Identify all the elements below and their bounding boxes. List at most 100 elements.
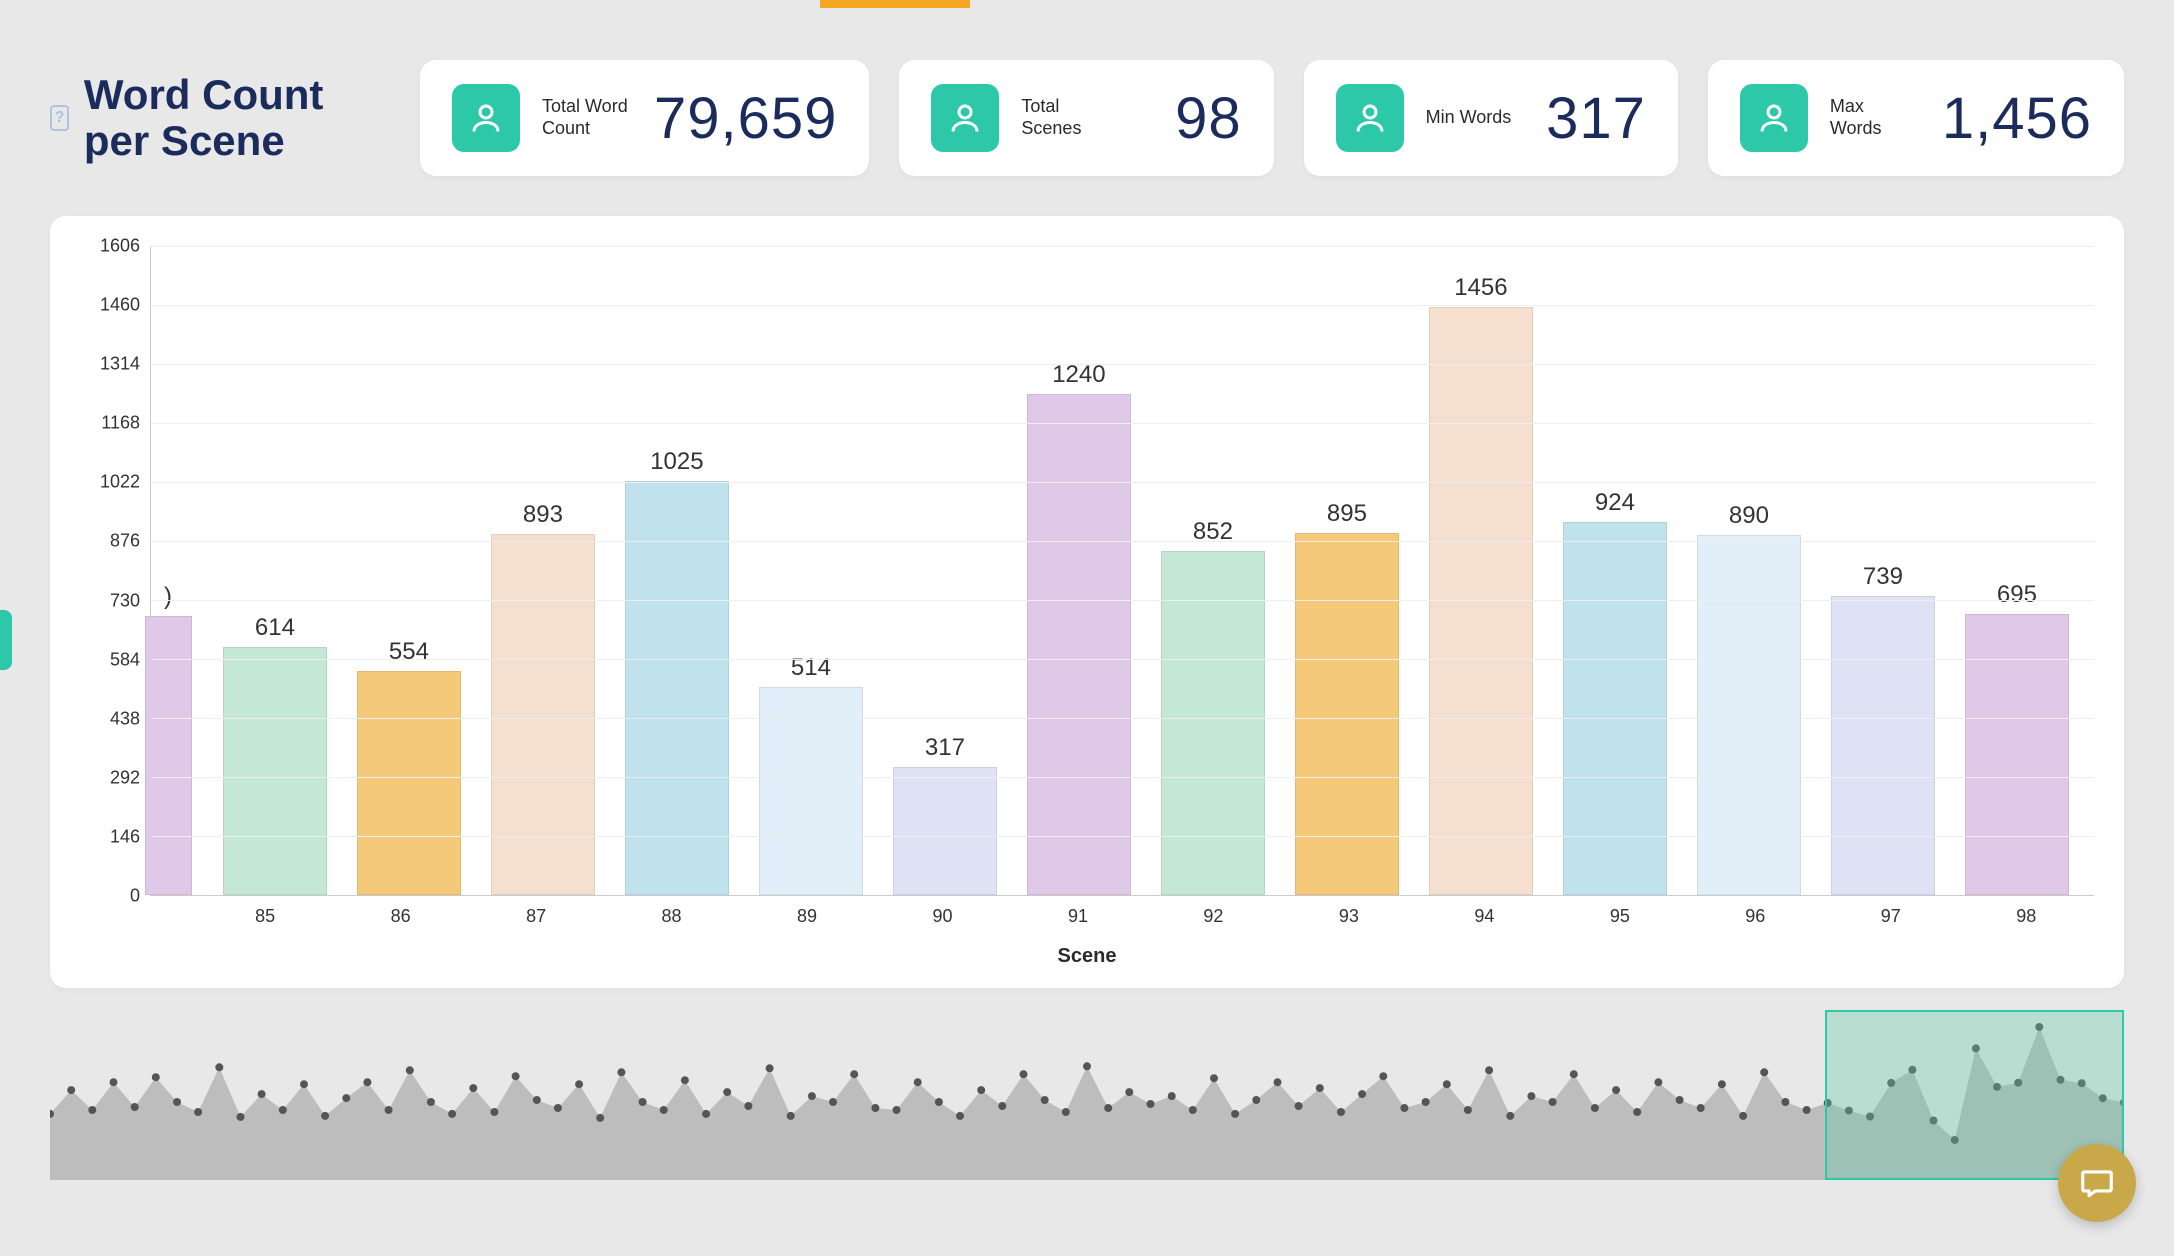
minimap-point xyxy=(1506,1112,1514,1120)
minimap-point xyxy=(1274,1078,1282,1086)
gridline xyxy=(151,836,2094,837)
y-tick-label: 438 xyxy=(110,708,140,729)
y-tick-label: 292 xyxy=(110,767,140,788)
side-tab[interactable] xyxy=(0,610,12,670)
minimap-point xyxy=(1168,1092,1176,1100)
minimap-point xyxy=(1591,1104,1599,1112)
minimap-point xyxy=(1760,1068,1768,1076)
minimap-point xyxy=(956,1112,964,1120)
bar[interactable]: 695 xyxy=(1965,614,2070,895)
y-tick-label: 1168 xyxy=(101,413,140,434)
bar[interactable]: 739 xyxy=(1831,596,1936,895)
bar[interactable]: 614 xyxy=(223,647,328,895)
bar[interactable]: 890 xyxy=(1697,535,1802,895)
bar-slot: 890 xyxy=(1682,246,1816,895)
bar[interactable]: 1240 xyxy=(1027,394,1132,895)
bar[interactable]: 1025 xyxy=(625,481,730,895)
y-tick-label: 146 xyxy=(110,826,140,847)
bar-slot: 695 xyxy=(1950,246,2084,895)
y-tick-label: 876 xyxy=(110,531,140,552)
minimap-point xyxy=(237,1113,245,1121)
bar-value-label: 893 xyxy=(492,501,595,529)
x-tick-label: 93 xyxy=(1281,906,1416,927)
chat-fab[interactable] xyxy=(2058,1144,2136,1222)
x-tick-label: 96 xyxy=(1688,906,1823,927)
minimap-point xyxy=(1147,1100,1155,1108)
minimap-point xyxy=(1020,1070,1028,1078)
x-tick-label: 94 xyxy=(1417,906,1552,927)
person-icon xyxy=(931,84,999,152)
bar-slot: 852 xyxy=(1146,246,1280,895)
minimap-point xyxy=(88,1106,96,1114)
minimap-point xyxy=(1464,1106,1472,1114)
minimap-point xyxy=(1612,1086,1620,1094)
minimap-point xyxy=(448,1110,456,1118)
bar[interactable]: 893 xyxy=(491,534,596,895)
bar-value-label: 1240 xyxy=(1028,361,1131,389)
page-title: Word Count per Scene xyxy=(84,72,390,164)
stat-label: Max Words xyxy=(1830,96,1920,139)
y-tick-label: 1314 xyxy=(100,354,140,375)
minimap-point xyxy=(1125,1088,1133,1096)
bar-slot: 317 xyxy=(878,246,1012,895)
gridline xyxy=(151,718,2094,719)
minimap-point xyxy=(1803,1106,1811,1114)
minimap-point xyxy=(575,1080,583,1088)
x-tick-label: 92 xyxy=(1146,906,1281,927)
minimap-point xyxy=(131,1103,139,1111)
minimap-point xyxy=(808,1092,816,1100)
minimap-point xyxy=(681,1076,689,1084)
minimap-point xyxy=(258,1090,266,1098)
minimap-point xyxy=(1062,1108,1070,1116)
bar-slot: 739 xyxy=(1816,246,1950,895)
minimap-point xyxy=(871,1104,879,1112)
bar-value-label: ) xyxy=(146,583,191,611)
person-icon xyxy=(1740,84,1808,152)
bar[interactable]: 554 xyxy=(357,671,462,895)
minimap-point xyxy=(1570,1070,1578,1078)
minimap-point xyxy=(660,1106,668,1114)
x-axis: 8586878889909192939495969798 xyxy=(80,906,2094,927)
minimap-point xyxy=(533,1096,541,1104)
bar-value-label: 924 xyxy=(1564,489,1667,517)
bar-slot: 554 xyxy=(342,246,476,895)
x-tick-label: 90 xyxy=(875,906,1010,927)
stat-value: 79,659 xyxy=(654,85,837,152)
bar[interactable]: 852 xyxy=(1161,551,1266,895)
x-tick-label: 86 xyxy=(333,906,468,927)
minimap-container[interactable] xyxy=(50,1010,2124,1180)
y-tick-label: 584 xyxy=(110,649,140,670)
y-tick-label: 1606 xyxy=(100,236,140,257)
minimap-point xyxy=(342,1094,350,1102)
minimap-point xyxy=(914,1078,922,1086)
bar-value-label: 739 xyxy=(1832,563,1935,591)
gridline xyxy=(151,541,2094,542)
minimap-point xyxy=(215,1063,223,1071)
minimap-point xyxy=(1739,1112,1747,1120)
minimap-point xyxy=(935,1098,943,1106)
minimap-point xyxy=(1337,1108,1345,1116)
bar[interactable]: 895 xyxy=(1295,533,1400,895)
gridline xyxy=(151,659,2094,660)
bar-slot: 1240 xyxy=(1012,246,1146,895)
minimap-sparkline[interactable] xyxy=(50,1010,2124,1180)
minimap-point xyxy=(1189,1106,1197,1114)
stat-label: Min Words xyxy=(1426,107,1516,129)
help-icon[interactable]: ? xyxy=(50,105,69,131)
header-row: ? Word Count per Scene Total Word Count … xyxy=(0,0,2174,206)
minimap-point xyxy=(554,1104,562,1112)
bar-value-label: 1456 xyxy=(1430,274,1533,302)
gridline xyxy=(151,423,2094,424)
minimap-point xyxy=(1718,1080,1726,1088)
chart-plot[interactable]: )614554893102551431712408528951456924890… xyxy=(150,246,2094,896)
bar[interactable]: 317 xyxy=(893,767,998,895)
stat-card-total-words: Total Word Count 79,659 xyxy=(420,60,869,176)
x-tick-label: 95 xyxy=(1552,906,1687,927)
y-tick-label: 1460 xyxy=(100,295,140,316)
minimap-point xyxy=(1654,1078,1662,1086)
bar-slot: ) xyxy=(161,246,208,895)
bar-value-label: 1025 xyxy=(626,448,729,476)
bar[interactable]: ) xyxy=(145,616,192,895)
bar[interactable]: 924 xyxy=(1563,522,1668,895)
minimap-point xyxy=(67,1086,75,1094)
